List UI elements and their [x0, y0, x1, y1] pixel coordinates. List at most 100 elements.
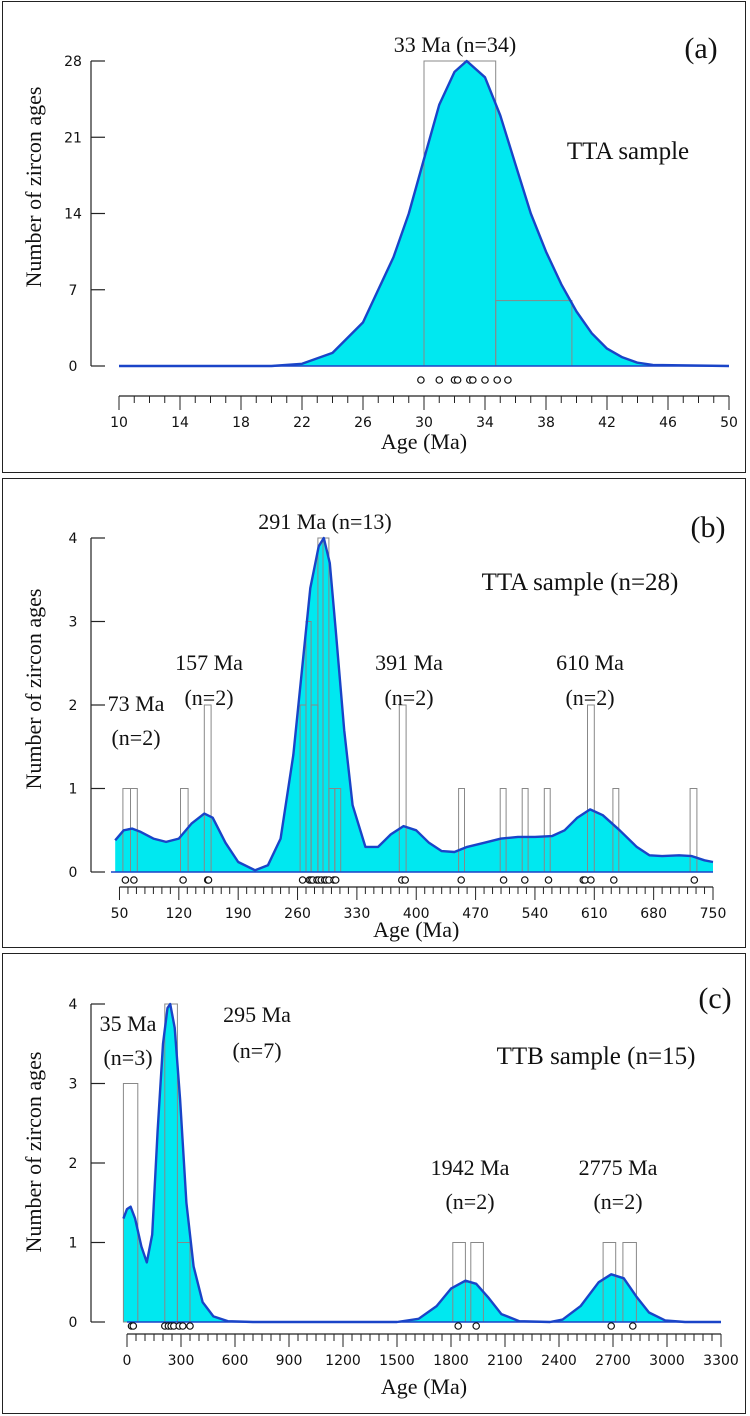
kde-area: [123, 1004, 721, 1322]
y-tick-label: 0: [69, 865, 78, 881]
age-dot: [628, 1322, 637, 1330]
age-dot: [499, 876, 508, 884]
age-dot: [493, 376, 502, 384]
age-dot: [121, 876, 130, 884]
x-tick-label: 3000: [649, 1353, 685, 1369]
age-dot: [417, 376, 425, 384]
chart-svg-b: 0 1 2 3 4 Number of zircon ages 50 120 190 260 330…: [21, 509, 726, 942]
x-tick-label: 2100: [487, 1353, 523, 1369]
x-tick-label: 50: [720, 415, 738, 431]
peak-label: 2775 Ma: [579, 1155, 658, 1180]
peak-count-label: (n=2): [445, 1189, 494, 1214]
y-tick-label: 0: [69, 359, 78, 375]
x-tick-label: 680: [640, 906, 667, 922]
y-axis-label: Number of zircon ages: [21, 589, 46, 790]
y-tick-label: 1: [69, 782, 78, 798]
age-dot: [179, 1322, 187, 1330]
x-tick-label: 470: [462, 906, 489, 922]
peak-count-label: (n=3): [103, 1045, 152, 1070]
x-tick-label: 540: [522, 906, 549, 922]
sample-label: TTB sample (n=15): [497, 1043, 696, 1070]
x-tick-label: 38: [537, 415, 555, 431]
age-dot: [129, 1322, 138, 1330]
peak-label: 391 Ma: [375, 650, 443, 675]
age-dot: [457, 876, 466, 884]
x-tick-label: 330: [344, 906, 371, 922]
peak-label: 35 Ma: [100, 1011, 157, 1036]
y-tick-label: 4: [69, 531, 78, 547]
x-tick-label: 1200: [325, 1353, 361, 1369]
x-tick-label: 190: [225, 906, 252, 922]
x-tick-label: 120: [165, 906, 192, 922]
age-dot: [401, 876, 410, 884]
x-tick-label: 46: [659, 415, 677, 431]
x-tick-label: 600: [222, 1353, 249, 1369]
sample-label: TTA sample: [567, 138, 689, 165]
y-tick-label: 3: [69, 615, 78, 631]
chart-svg-a: 0 7 14 21 28 Number of zircon ages 10 14 18 22 26 3…: [21, 32, 738, 454]
x-axis-label: Age (Ma): [373, 917, 459, 942]
x-tick-label: 1500: [379, 1353, 415, 1369]
peak-label: 33 Ma (n=34): [394, 32, 516, 57]
chart-panel-b: 0 1 2 3 4 Number of zircon ages 50 120 190 260 330…: [2, 478, 746, 948]
peak-count-label: (n=7): [232, 1038, 281, 1063]
age-dot: [609, 876, 618, 884]
peak-label: 291 Ma (n=13): [258, 509, 391, 534]
peak-label: 73 Ma: [108, 691, 165, 716]
panel-label: (b): [691, 511, 726, 544]
y-axis-label: Number of zircon ages: [21, 1052, 46, 1253]
chart-svg-c: 0 1 2 3 4 Number of zircon ages 0 300 600 900 1200…: [21, 982, 739, 1399]
x-tick-label: 30: [415, 415, 433, 431]
x-tick-label: 900: [276, 1353, 303, 1369]
panel-label: (a): [684, 32, 717, 65]
x-tick-label: 0: [123, 1353, 132, 1369]
peak-count-label: (n=2): [593, 1189, 642, 1214]
y-tick-label: 0: [69, 1315, 78, 1331]
x-tick-label: 260: [284, 906, 311, 922]
peak-count-label: (n=2): [384, 685, 433, 710]
x-tick-label: 50: [111, 906, 129, 922]
y-tick-label: 28: [64, 54, 82, 70]
peak-label: 157 Ma: [175, 650, 243, 675]
age-dot: [435, 376, 444, 384]
age-dot: [544, 876, 553, 884]
x-tick-label: 300: [168, 1353, 195, 1369]
x-tick-label: 14: [171, 415, 189, 431]
peak-count-label: (n=2): [111, 725, 160, 750]
y-tick-label: 21: [64, 130, 82, 146]
age-dot: [520, 876, 529, 884]
y-tick-label: 3: [69, 1077, 78, 1093]
kde-curve: [114, 536, 714, 872]
age-dot: [690, 876, 699, 884]
y-tick-label: 4: [69, 997, 78, 1013]
x-tick-label: 18: [232, 415, 250, 431]
x-tick-label: 26: [354, 415, 372, 431]
age-dot: [481, 376, 489, 384]
x-tick-label: 2400: [541, 1353, 577, 1369]
x-tick-label: 400: [403, 906, 430, 922]
panel-label: (c): [698, 982, 731, 1015]
x-axis-label: Age (Ma): [381, 1374, 467, 1399]
chart-panel-c: 0 1 2 3 4 Number of zircon ages 0 300 600 900 1200…: [2, 953, 746, 1414]
kde-curve: [119, 59, 730, 368]
y-tick-label: 1: [69, 1236, 78, 1252]
peak-label: 1942 Ma: [431, 1155, 510, 1180]
age-dot: [186, 1322, 194, 1330]
age-dot: [179, 876, 187, 884]
x-tick-label: 3300: [703, 1353, 739, 1369]
age-dot: [587, 876, 595, 884]
age-dot: [454, 1322, 463, 1330]
age-dot: [130, 876, 138, 884]
chart-panel-a: 0 7 14 21 28 Number of zircon ages 10 14 18 22 26 3…: [2, 1, 746, 473]
y-axis-label: Number of zircon ages: [21, 87, 46, 288]
y-tick-label: 7: [69, 283, 78, 299]
y-tick-label: 2: [69, 1156, 78, 1172]
y-tick-label: 14: [64, 207, 82, 223]
x-tick-label: 1800: [433, 1353, 469, 1369]
peak-label: 295 Ma: [223, 1002, 291, 1027]
peak-label: 610 Ma: [556, 650, 624, 675]
x-axis-label: Age (Ma): [381, 429, 467, 454]
x-tick-label: 34: [476, 415, 494, 431]
x-tick-label: 2700: [595, 1353, 631, 1369]
age-dot: [331, 876, 340, 884]
